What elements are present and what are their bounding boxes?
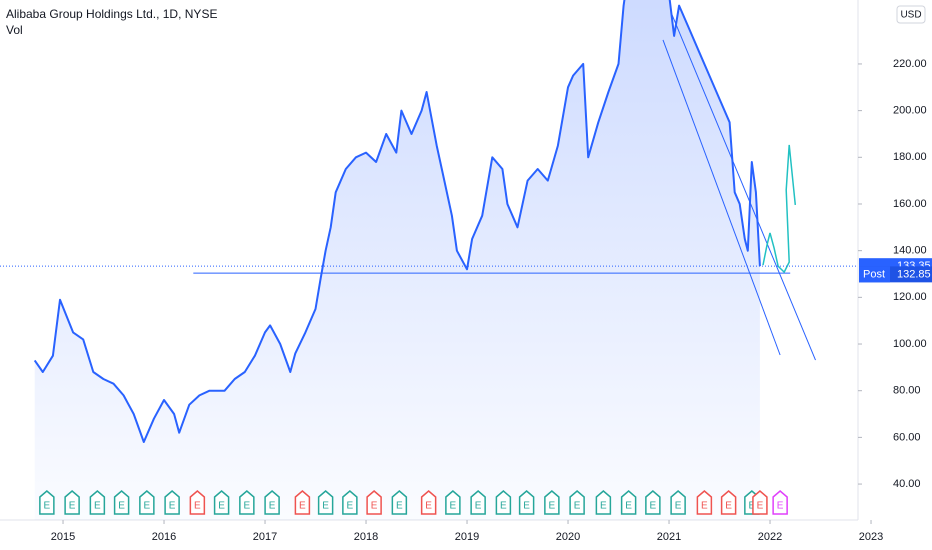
earnings-label: E	[777, 501, 784, 512]
earnings-label: E	[500, 501, 507, 512]
earnings-label: E	[118, 501, 125, 512]
x-tick-label: 2016	[152, 531, 176, 543]
earnings-label: E	[450, 501, 457, 512]
earnings-marker	[39, 490, 55, 515]
drawing	[762, 144, 797, 274]
currency[interactable]: USD	[900, 10, 921, 21]
x-tick-label: 2017	[253, 531, 277, 543]
earnings-label: E	[194, 501, 201, 512]
earnings-marker	[645, 490, 661, 515]
earnings-marker	[213, 490, 230, 515]
earnings-marker	[391, 490, 408, 515]
earnings-label: E	[475, 501, 482, 512]
earnings-marker	[420, 490, 437, 515]
earnings-marker	[720, 490, 737, 515]
y-tick-label: 160.00	[893, 198, 927, 210]
y-tick-label: 220.00	[893, 58, 927, 70]
earnings-label: E	[144, 501, 151, 512]
earnings-marker	[620, 490, 637, 515]
currency-box[interactable]	[896, 5, 926, 24]
earnings-marker	[239, 490, 255, 515]
earnings-marker	[89, 490, 106, 515]
post-price: 132.85	[897, 268, 931, 280]
earnings-label: E	[169, 501, 176, 512]
x-tick-label: 2019	[455, 531, 479, 543]
post-tag	[859, 266, 890, 283]
earnings-label: E	[299, 501, 306, 512]
earnings-label: E	[650, 501, 657, 512]
earnings-marker	[696, 490, 713, 515]
post-label: Post	[863, 268, 885, 280]
earnings-marker	[518, 490, 535, 515]
x-tick-label: 2022	[758, 531, 782, 543]
plot-area	[33, 0, 816, 520]
y-tick-label: 120.00	[893, 291, 927, 303]
drawing	[662, 39, 781, 356]
earnings-label: E	[44, 501, 51, 512]
earnings-marker	[772, 490, 788, 515]
earnings-label: E	[600, 501, 607, 512]
earnings-marker	[317, 490, 334, 515]
earnings-label: E	[757, 501, 764, 512]
earnings-label: E	[94, 501, 101, 512]
earnings-marker	[544, 490, 560, 515]
earnings-label: E	[749, 501, 756, 512]
earnings-label: E	[347, 501, 354, 512]
earnings-marker	[64, 490, 80, 515]
earnings-label: E	[69, 501, 76, 512]
y-tick-label: 80.00	[893, 385, 921, 397]
earnings-label: E	[574, 501, 581, 512]
earnings-label: E	[725, 501, 732, 512]
earnings-marker	[569, 490, 585, 515]
x-tick-label: 2020	[556, 531, 580, 543]
y-tick-label: 60.00	[893, 431, 921, 443]
earnings-marker	[139, 490, 155, 515]
earnings-label: E	[269, 501, 276, 512]
earnings-marker	[264, 490, 280, 515]
earnings-label: E	[371, 501, 378, 512]
earnings-label: E	[625, 501, 632, 512]
earnings-marker	[164, 490, 180, 515]
earnings-marker	[470, 490, 486, 515]
earnings-marker	[752, 490, 768, 515]
chart-title: Alibaba Group Holdings Ltd., 1D, NYSE	[6, 7, 217, 21]
earnings-label: E	[701, 501, 708, 512]
price-line	[33, 0, 761, 443]
y-tick-label: 140.00	[893, 245, 927, 257]
earnings-label: E	[218, 501, 225, 512]
earnings-marker	[445, 490, 461, 515]
earnings-marker	[342, 490, 358, 515]
x-tick-label: 2018	[354, 531, 378, 543]
earnings-label: E	[425, 501, 432, 512]
earnings-label: E	[396, 501, 403, 512]
earnings-marker	[294, 490, 311, 515]
price-area	[34, 0, 760, 520]
earnings-marker	[189, 490, 206, 515]
earnings-label: E	[244, 501, 251, 512]
earnings-label: E	[523, 501, 530, 512]
earnings-marker	[670, 490, 686, 515]
earnings-marker	[366, 490, 382, 515]
y-tick-label: 200.00	[893, 105, 927, 117]
y-tick-label: 100.00	[893, 338, 927, 350]
y-tick-label: 180.00	[893, 151, 927, 163]
earnings-marker	[495, 490, 512, 515]
earnings-label: E	[675, 501, 682, 512]
x-tick-label: 2023	[859, 531, 883, 543]
earnings-label: E	[322, 501, 329, 512]
earnings-label: E	[549, 501, 556, 512]
chart-subtitle: Vol	[6, 23, 23, 37]
x-tick-label: 2021	[657, 531, 681, 543]
earnings-marker	[595, 490, 612, 515]
x-tick-label: 2015	[51, 531, 75, 543]
y-tick-label: 40.00	[893, 478, 921, 490]
earnings-marker	[113, 490, 130, 515]
drawing	[671, 14, 816, 361]
